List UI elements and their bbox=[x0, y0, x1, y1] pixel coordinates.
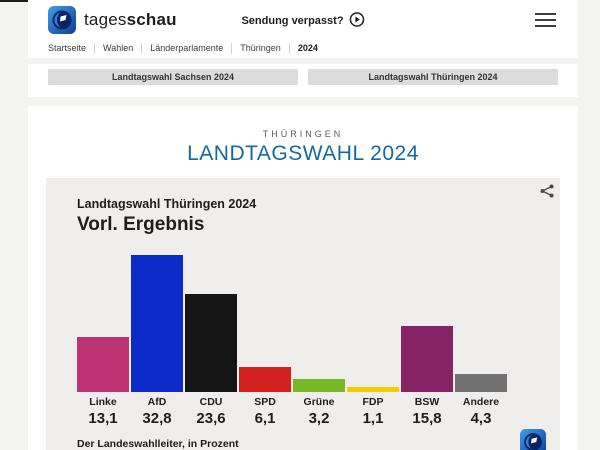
tagesschau-logo[interactable]: tagesschau bbox=[48, 6, 177, 34]
bar-column-afd: AfD 32,8 bbox=[131, 255, 183, 427]
bar-label-fdp: FDP bbox=[362, 396, 384, 408]
bar-label-cdu: CDU bbox=[199, 396, 223, 408]
bar-value-cdu: 23,6 bbox=[196, 410, 226, 427]
bar-label-afd: AfD bbox=[147, 396, 167, 408]
bars-row: Linke 13,1 AfD 32,8 CDU 23,6 SPD 6,1 Grüne 3,2 FDP… bbox=[77, 255, 560, 427]
bar-value-fdp: 1,1 bbox=[362, 410, 384, 427]
chart-subtitle: Landtagswahl Thüringen 2024 bbox=[77, 197, 257, 211]
breadcrumb-item-wahlen[interactable]: Wahlen bbox=[95, 43, 143, 54]
bar-value-grüne: 3,2 bbox=[308, 410, 330, 427]
tab-landtagswahl-thüringen-2024[interactable]: Landtagswahl Thüringen 2024 bbox=[308, 69, 558, 85]
bar-area bbox=[77, 255, 129, 392]
bar-column-bsw: BSW 15,8 bbox=[401, 255, 453, 427]
bar-area bbox=[293, 255, 345, 392]
bar-value-bsw: 15,8 bbox=[412, 410, 442, 427]
chart-title: Vorl. Ergebnis bbox=[77, 214, 205, 235]
bar-area bbox=[185, 255, 237, 392]
bar-grüne bbox=[293, 378, 345, 392]
breadcrumb-item-startseite[interactable]: Startseite bbox=[48, 43, 96, 54]
bar-column-grüne: Grüne 3,2 bbox=[293, 255, 345, 427]
top-edge-artifact bbox=[0, 0, 28, 2]
breadcrumb: Startseite Wahlen Länderparlamente Thüringe… bbox=[48, 43, 326, 54]
bar-column-linke: Linke 13,1 bbox=[77, 255, 129, 427]
bar-value-andere: 4,3 bbox=[470, 410, 492, 427]
bar-column-fdp: FDP 1,1 bbox=[347, 255, 399, 427]
bar-label-spd: SPD bbox=[254, 396, 276, 408]
bar-linke bbox=[77, 337, 129, 392]
bar-area bbox=[131, 255, 183, 392]
bar-area bbox=[239, 255, 291, 392]
tagesschau-globe-icon bbox=[48, 6, 76, 34]
tab-landtagswahl-sachsen-2024[interactable]: Landtagswahl Sachsen 2024 bbox=[48, 69, 298, 85]
region-kicker: THÜRINGEN bbox=[262, 129, 344, 139]
bar-label-grüne: Grüne bbox=[303, 396, 335, 408]
tagesschau-watermark-icon bbox=[520, 429, 546, 450]
bar-area bbox=[347, 255, 399, 392]
bar-label-andere: Andere bbox=[462, 396, 500, 408]
site-header: tagesschau Sendung verpasst? Startseite W… bbox=[28, 0, 578, 58]
content-column: tagesschau Sendung verpasst? Startseite W… bbox=[28, 0, 578, 450]
page-title: LANDTAGSWAHL 2024 bbox=[187, 142, 419, 165]
bar-column-spd: SPD 6,1 bbox=[239, 255, 291, 427]
bar-fdp bbox=[347, 387, 399, 392]
breadcrumb-item-länderparlamente[interactable]: Länderparlamente bbox=[142, 43, 233, 54]
bar-column-cdu: CDU 23,6 bbox=[185, 255, 237, 427]
breadcrumb-item-thüringen[interactable]: Thüringen bbox=[232, 43, 290, 54]
bar-label-bsw: BSW bbox=[414, 396, 440, 408]
play-icon[interactable] bbox=[349, 12, 365, 30]
bar-area bbox=[401, 255, 453, 392]
bar-value-linke: 13,1 bbox=[88, 410, 118, 427]
sendung-verpasst-link[interactable]: Sendung verpasst? bbox=[241, 12, 365, 30]
breadcrumb-item-2024[interactable]: 2024 bbox=[297, 43, 318, 53]
bar-spd bbox=[239, 366, 291, 392]
bar-bsw bbox=[401, 326, 453, 392]
main-content: THÜRINGEN LANDTAGSWAHL 2024 Landtagswahl… bbox=[28, 106, 578, 450]
chart-source: Der Landeswahlleiter, in Prozent bbox=[77, 438, 239, 450]
results-chart-card: Landtagswahl Thüringen 2024 Vorl. Ergebn… bbox=[46, 178, 560, 450]
share-icon[interactable] bbox=[539, 183, 555, 199]
bar-label-linke: Linke bbox=[89, 396, 117, 408]
bar-andere bbox=[455, 374, 507, 392]
bar-cdu bbox=[185, 293, 237, 392]
brand-text: tagesschau bbox=[84, 10, 177, 29]
bar-afd bbox=[131, 255, 183, 392]
election-tabs: Landtagswahl Sachsen 2024 Landtagswahl Th… bbox=[28, 64, 578, 97]
bar-area bbox=[455, 255, 507, 392]
sendung-verpasst-label: Sendung verpasst? bbox=[241, 15, 344, 27]
bar-value-afd: 32,8 bbox=[142, 410, 172, 427]
bar-column-andere: Andere 4,3 bbox=[455, 255, 507, 427]
menu-icon[interactable] bbox=[535, 13, 556, 31]
bar-value-spd: 6,1 bbox=[254, 410, 276, 427]
